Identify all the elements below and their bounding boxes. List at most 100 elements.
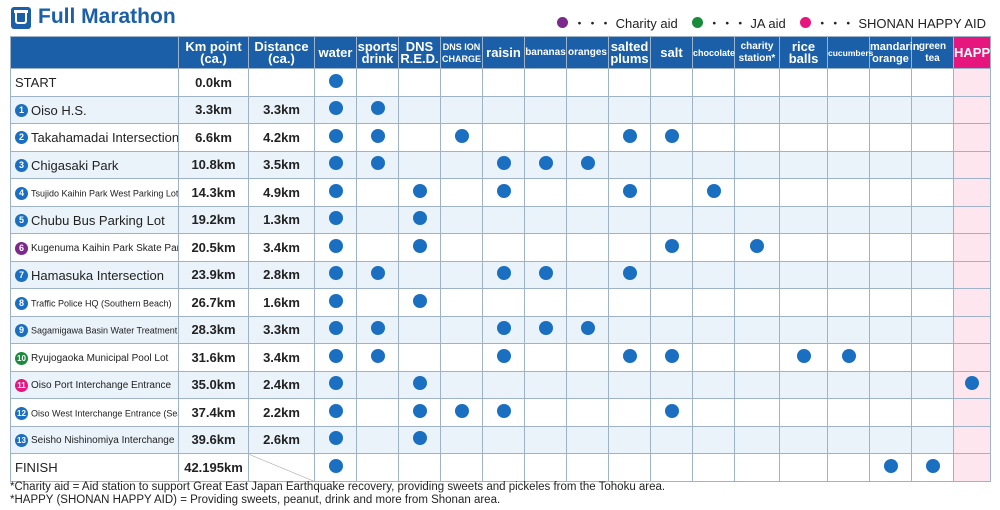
km-point-cell: 28.3km — [178, 315, 249, 344]
cell-sports — [356, 370, 399, 399]
km-point-cell: 42.195km — [178, 453, 249, 482]
checkpoint-name-cell: 8 Traffic Police HQ (Southern Beach) — [10, 288, 179, 317]
cell-plums — [608, 123, 651, 152]
cell-bananas — [524, 68, 567, 97]
checkpoint-number-badge: 13 — [15, 434, 28, 448]
cell-dns_ion — [440, 315, 483, 344]
cell-charity — [734, 425, 780, 454]
cell-bananas — [524, 315, 567, 344]
cell-bananas — [524, 205, 567, 234]
cell-happy — [953, 205, 991, 234]
available-dot-icon — [622, 348, 637, 363]
cell-dns_ion — [440, 68, 483, 97]
cell-cucumbers — [827, 205, 870, 234]
cell-bananas — [524, 178, 567, 207]
header-cell-happy: HAPPY — [953, 36, 999, 69]
km-point-cell: 26.7km — [178, 288, 249, 317]
legend-dot-icon — [691, 17, 703, 28]
cell-oranges — [566, 453, 609, 482]
available-dot-icon — [328, 403, 343, 418]
cell-cucumbers — [827, 150, 870, 179]
cell-bananas — [524, 425, 567, 454]
cell-mandarin — [869, 315, 912, 344]
available-dot-icon — [454, 128, 469, 143]
checkpoint-number-badge: 11 — [15, 379, 28, 393]
cell-charity — [734, 315, 780, 344]
available-dot-icon — [370, 348, 385, 363]
cell-dns_red — [398, 260, 441, 289]
cell-chocolate — [692, 178, 735, 207]
table-row: FINISH 42.195km — [10, 453, 991, 482]
cell-plums — [608, 315, 651, 344]
cell-mandarin — [869, 453, 912, 482]
cell-greentea — [911, 288, 954, 317]
cell-riceballs — [779, 233, 828, 262]
distance-cell: 3.4km — [248, 233, 315, 262]
footnote: *HAPPY (SHONAN HAPPY AID) = Providing sw… — [10, 494, 501, 506]
cell-water — [314, 398, 357, 427]
available-dot-icon — [328, 238, 343, 253]
available-dot-icon — [580, 156, 595, 171]
cell-greentea — [911, 398, 954, 427]
cell-bananas — [524, 123, 567, 152]
cell-sports — [356, 260, 399, 289]
header-cell-chocolate: chocolate — [692, 36, 735, 69]
cell-riceballs — [779, 425, 828, 454]
cell-raisin — [482, 205, 525, 234]
available-dot-icon — [454, 403, 469, 418]
available-dot-icon — [538, 156, 553, 171]
cell-riceballs — [779, 398, 828, 427]
checkpoint-name-cell: 1 Oiso H.S. — [10, 95, 179, 124]
cell-dns_ion — [440, 398, 483, 427]
header-cell-mandarin: mandarin orange — [869, 36, 920, 69]
cell-cucumbers — [827, 425, 870, 454]
checkpoint-name: FINISH — [15, 460, 58, 476]
cell-raisin — [482, 95, 525, 124]
cell-happy — [953, 398, 991, 427]
header-cell-bananas: bananas — [524, 36, 567, 69]
cell-raisin — [482, 123, 525, 152]
cell-salt — [650, 95, 693, 124]
cell-plums — [608, 150, 651, 179]
cell-salt — [650, 260, 693, 289]
cell-salt — [650, 68, 693, 97]
cell-cucumbers — [827, 260, 870, 289]
cell-water — [314, 343, 357, 372]
km-point-cell: 39.6km — [178, 425, 249, 454]
available-dot-icon — [412, 211, 427, 226]
cell-cucumbers — [827, 315, 870, 344]
available-dot-icon — [622, 128, 637, 143]
cell-oranges — [566, 233, 609, 262]
cell-charity — [734, 233, 780, 262]
cup-icon — [11, 7, 31, 29]
checkpoint-name: Oiso H.S. — [31, 102, 87, 118]
table-header-row: Km point (ca.) Distance (ca.) water sports … — [10, 36, 999, 69]
cell-water — [314, 95, 357, 124]
cell-oranges — [566, 68, 609, 97]
checkpoint-name-cell: 13 Seisho Nishinomiya Interchange — [10, 425, 179, 454]
available-dot-icon — [412, 293, 427, 308]
distance-cell: 2.6km — [248, 425, 315, 454]
cell-cucumbers — [827, 233, 870, 262]
cell-water — [314, 315, 357, 344]
table-row: 8 Traffic Police HQ (Southern Beach) 26.7k… — [10, 288, 991, 317]
cell-dns_ion — [440, 205, 483, 234]
distance-cell: 2.4km — [248, 370, 315, 399]
cell-riceballs — [779, 205, 828, 234]
km-point-cell: 3.3km — [178, 95, 249, 124]
cell-oranges — [566, 95, 609, 124]
cell-raisin — [482, 370, 525, 399]
cell-sports — [356, 150, 399, 179]
cell-sports — [356, 178, 399, 207]
km-point-cell: 19.2km — [178, 205, 249, 234]
checkpoint-number-badge: 10 — [15, 351, 28, 365]
checkpoint-name: Chubu Bus Parking Lot — [31, 212, 165, 228]
cell-salt — [650, 453, 693, 482]
available-dot-icon — [328, 348, 343, 363]
cell-happy — [953, 343, 991, 372]
cell-bananas — [524, 288, 567, 317]
legend-label: ・・・ SHONAN HAPPY AID — [815, 16, 986, 31]
cell-plums — [608, 453, 651, 482]
cell-sports — [356, 398, 399, 427]
